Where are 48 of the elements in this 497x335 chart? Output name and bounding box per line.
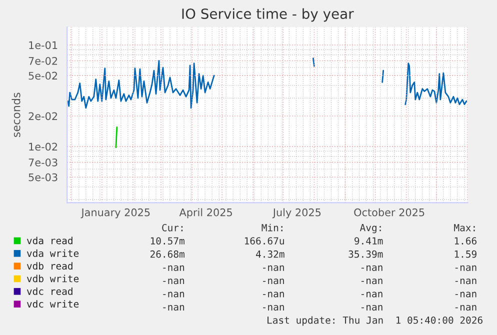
x-tick-label: July 2025 [272, 208, 321, 218]
text: -nan [361, 265, 382, 271]
y-axis-title: seconds [12, 92, 20, 138]
text: -nan [361, 292, 382, 298]
text: Avg: [360, 224, 381, 234]
y-tick-label: 1e-01 [29, 41, 58, 50]
x-tick-label: January 2025 [80, 208, 150, 218]
text: -nan [455, 305, 476, 311]
y-tick-label: 5e-03 [28, 173, 58, 182]
text: 1.59 [454, 250, 476, 258]
y-tick-label: 7e-02 [28, 56, 58, 65]
text: -nan [361, 305, 382, 311]
legend-label: vda read [26, 236, 72, 244]
legend-label: vda write [26, 249, 79, 257]
text: -nan [263, 305, 284, 311]
text: Max: [454, 224, 475, 232]
legend-label: vdc write [26, 300, 79, 308]
text: -nan [455, 278, 476, 284]
y-tick-label: 1e-02 [29, 142, 58, 151]
y-tick-label: 7e-03 [28, 158, 58, 166]
text: 9.41m [354, 237, 383, 245]
text: -nan [163, 305, 184, 311]
text: 166.67u [244, 237, 284, 245]
text: -nan [455, 265, 476, 271]
legend-label: vdb write [26, 274, 79, 282]
y-tick-label: 2e-02 [28, 112, 58, 120]
text: Cur: [162, 224, 183, 232]
text: -nan [263, 292, 284, 298]
text: 4.32m [256, 250, 284, 258]
text: 35.39m [348, 250, 383, 258]
x-tick-label: October 2025 [354, 208, 424, 216]
text: -nan [163, 265, 184, 271]
chart-title: IO Service time - by year [182, 8, 354, 22]
x-tick-label: April 2025 [179, 208, 232, 218]
y-tick-label: 5e-02 [28, 72, 58, 80]
text: -nan [455, 292, 476, 298]
text: Min: [262, 224, 282, 232]
text: -nan [163, 278, 184, 284]
legend-label: vdb read [26, 262, 72, 270]
text: -nan [361, 278, 382, 284]
text: 1.66 [454, 237, 476, 245]
legend-label: vdc read [26, 287, 72, 295]
text: 26.68m [150, 250, 184, 258]
text: Last update: Thu Jan 1 05:40:00 2026 [268, 316, 482, 326]
text: -nan [263, 265, 284, 271]
text: -nan [263, 278, 284, 284]
text: -nan [163, 292, 184, 298]
text: 10.57m [150, 237, 184, 245]
